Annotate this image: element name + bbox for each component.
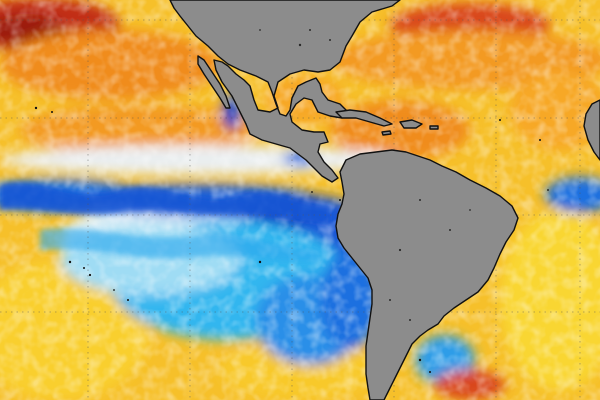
cool-tongue-detail xyxy=(0,182,330,262)
hispaniola-island xyxy=(399,119,423,129)
north-america xyxy=(169,0,401,183)
land-detail-specks xyxy=(259,29,471,321)
south-america xyxy=(335,149,519,400)
land-masses xyxy=(169,0,600,400)
island-specks xyxy=(34,106,549,373)
baja-california xyxy=(197,55,231,109)
cuba-island xyxy=(335,109,393,127)
africa-edge xyxy=(583,99,600,161)
jamaica-island xyxy=(381,130,392,136)
puerto-rico-island xyxy=(429,125,439,130)
